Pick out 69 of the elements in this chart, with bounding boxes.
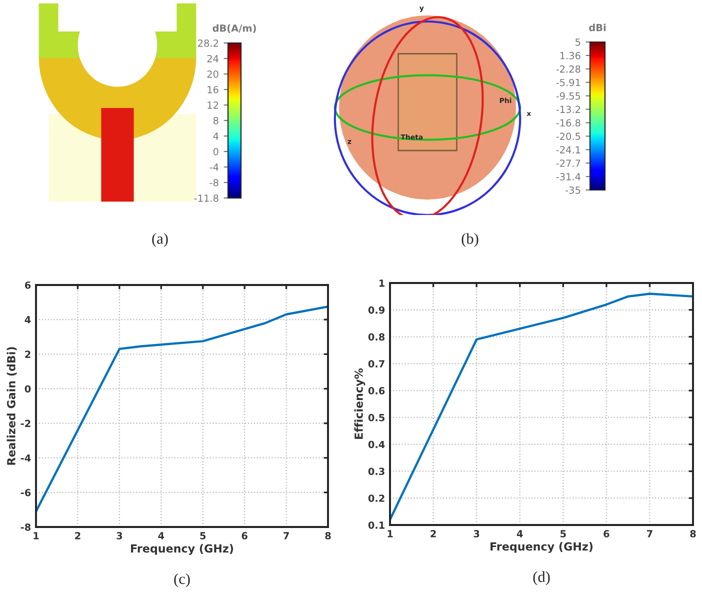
text: -27.7	[556, 160, 580, 167]
text: -31.4	[556, 173, 580, 180]
x-tick-label: 1	[34, 532, 39, 540]
text: (c)	[174, 573, 190, 588]
text: -24.1	[556, 146, 580, 154]
y-tick-label: -6	[20, 488, 31, 496]
text: -13.2	[556, 106, 580, 114]
x-tick-label: 8	[325, 532, 331, 540]
text: (b)	[462, 233, 478, 247]
text: 1.36	[560, 52, 580, 60]
text: -4	[210, 164, 218, 171]
text: 4	[213, 132, 218, 140]
x-tick-label: 7	[284, 532, 289, 540]
x-axis-title: Frequency (GHz)	[490, 542, 593, 553]
x-tick-label: 4	[158, 532, 164, 540]
text: 20	[207, 70, 218, 78]
text: dB(A/m)	[212, 24, 256, 33]
text: -20.5	[556, 132, 580, 140]
x-tick-label: 4	[516, 530, 523, 538]
y-tick-label: 0.2	[368, 494, 384, 502]
text: dBi	[589, 24, 606, 32]
y-tick-label: -8	[20, 523, 31, 531]
text: -9.55	[556, 92, 580, 100]
y-tick-label: 0.1	[368, 521, 384, 529]
text: (a)	[152, 233, 168, 247]
text: -2.28	[556, 65, 580, 73]
x-tick-label: 7	[646, 530, 652, 538]
x-tick-label: 8	[690, 530, 696, 538]
x-tick-label: 3	[116, 532, 122, 540]
text: 28.2	[198, 39, 218, 47]
y-tick-label: 0.8	[368, 333, 385, 341]
y-tick-label: 2	[25, 350, 30, 358]
y-tick-label: 1	[379, 280, 384, 287]
x-tick-label: 6	[242, 532, 248, 540]
y-axis-title: Efficiency%	[354, 368, 366, 439]
x-tick-label: 2	[75, 532, 80, 540]
y-tick-label: 0	[24, 385, 31, 393]
x-tick-label: 1	[388, 530, 393, 538]
y-tick-label: 6	[24, 281, 31, 289]
y-tick-label: 0.4	[368, 440, 385, 448]
x-tick-label: 5	[560, 530, 566, 538]
text: 12	[208, 101, 218, 109]
y-tick-label: 0.9	[368, 306, 385, 314]
x-tick-label: 6	[604, 530, 610, 538]
line-series	[36, 305, 328, 513]
y-axis-title: Realized Gain (dBi)	[6, 347, 17, 465]
text: -16.8	[556, 119, 580, 127]
x-tick-label: 5	[200, 532, 206, 540]
y-tick-label: 0.6	[368, 387, 385, 394]
y-tick-label: 0.5	[368, 414, 384, 422]
text: 24	[207, 54, 218, 62]
text: (d)	[533, 571, 550, 586]
y-tick-label: 0.3	[368, 468, 384, 476]
y-tick-label: 4	[24, 316, 31, 324]
x-tick-label: 3	[474, 530, 480, 538]
text: -35	[566, 186, 580, 194]
x-tick-label: 2	[430, 530, 436, 538]
x-axis-title: Frequency (GHz)	[131, 544, 234, 555]
text: -11.8	[194, 194, 218, 202]
text: 0	[213, 148, 218, 156]
text: 5	[576, 38, 580, 46]
text: -8	[210, 178, 218, 186]
text: 16	[208, 86, 218, 94]
y-tick-label: 0.7	[368, 360, 384, 368]
text: 8	[213, 116, 218, 124]
y-tick-label: -4	[20, 454, 31, 462]
text: -5.91	[556, 78, 580, 86]
y-tick-label: -2	[20, 420, 30, 427]
line-series	[390, 292, 693, 521]
